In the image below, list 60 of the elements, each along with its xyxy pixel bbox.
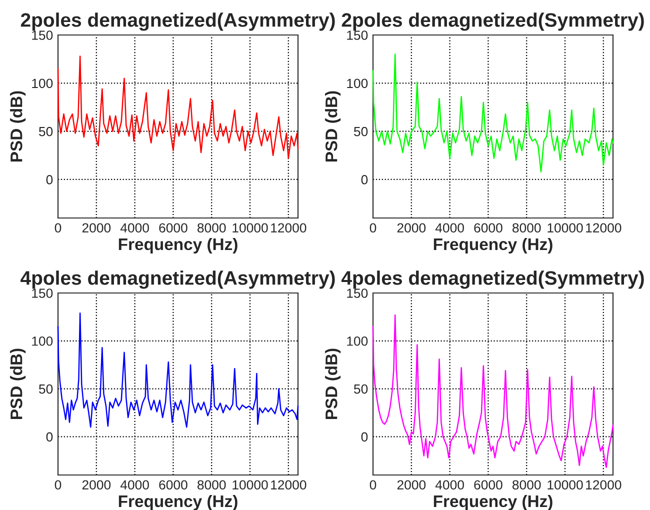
x-tick-label: 8000 [512, 480, 541, 490]
chart-title: 4poles demagnetized(Asymmetry) [20, 270, 335, 289]
y-tick-label: 50 [354, 126, 368, 136]
x-tick-label: 2000 [397, 480, 426, 490]
x-tick-label: 4000 [120, 223, 149, 233]
x-axis-title: Frequency (Hz) [434, 494, 552, 510]
x-tick-label: 2000 [397, 223, 426, 233]
line-series [57, 312, 299, 428]
x-tick-label: 10000 [232, 480, 268, 490]
y-tick-label: 150 [32, 288, 53, 298]
y-axis-title: PSD (dB) [10, 348, 26, 419]
x-tick-label: 10000 [548, 480, 583, 490]
chart-title: 4poles demagnetized(Symmetry) [341, 270, 644, 289]
x-tick-label: 0 [54, 223, 62, 233]
x-tick-label: 12000 [586, 223, 622, 233]
x-tick-label: 12000 [271, 223, 306, 233]
x-tick-label: 8000 [198, 480, 226, 490]
x-tick-label: 10000 [548, 223, 583, 233]
y-tick-label: 50 [38, 126, 53, 136]
chart-title: 2poles demagnetized(Symmetry) [342, 12, 644, 31]
x-tick-label: 6000 [474, 480, 502, 490]
line-series [57, 56, 299, 159]
y-axis-title: PSD (dB) [325, 91, 341, 162]
x-tick-label: 0 [370, 223, 376, 233]
x-tick-label: 10000 [232, 223, 268, 233]
x-tick-label: 12000 [271, 480, 306, 490]
x-tick-label: 2000 [82, 223, 111, 233]
line-series [372, 54, 614, 172]
x-axis-title: Frequency (Hz) [434, 238, 552, 254]
x-axis-title: Frequency (Hz) [118, 238, 238, 254]
y-tick-label: 0 [46, 175, 53, 184]
y-tick-label: 100 [347, 336, 368, 346]
y-tick-label: 0 [46, 432, 53, 442]
y-tick-label: 100 [32, 78, 53, 88]
x-axis-title: Frequency (Hz) [118, 494, 238, 510]
x-tick-label: 2000 [82, 480, 111, 490]
x-tick-label: 6000 [159, 480, 188, 490]
y-tick-label: 100 [347, 78, 368, 88]
x-tick-label: 6000 [159, 223, 188, 233]
x-tick-label: 8000 [512, 223, 541, 233]
y-tick-label: 150 [347, 288, 368, 298]
x-tick-label: 4000 [435, 223, 464, 233]
x-tick-label: 8000 [198, 223, 226, 233]
x-tick-label: 0 [370, 480, 376, 490]
y-tick-label: 100 [32, 336, 53, 346]
y-tick-label: 50 [354, 384, 368, 394]
x-tick-label: 0 [54, 480, 62, 490]
y-tick-label: 0 [361, 175, 368, 184]
y-tick-label: 150 [32, 30, 53, 40]
y-tick-label: 0 [361, 432, 368, 442]
x-tick-label: 4000 [120, 480, 149, 490]
chart-title: 2poles demagnetized(Asymmetry) [20, 12, 335, 31]
x-tick-label: 6000 [474, 223, 502, 233]
x-tick-label: 12000 [586, 480, 622, 490]
y-tick-label: 150 [347, 30, 368, 40]
y-axis-title: PSD (dB) [325, 348, 341, 419]
y-tick-label: 50 [38, 384, 53, 394]
line-series [372, 314, 614, 468]
y-axis-title: PSD (dB) [10, 91, 26, 162]
x-tick-label: 4000 [435, 480, 464, 490]
